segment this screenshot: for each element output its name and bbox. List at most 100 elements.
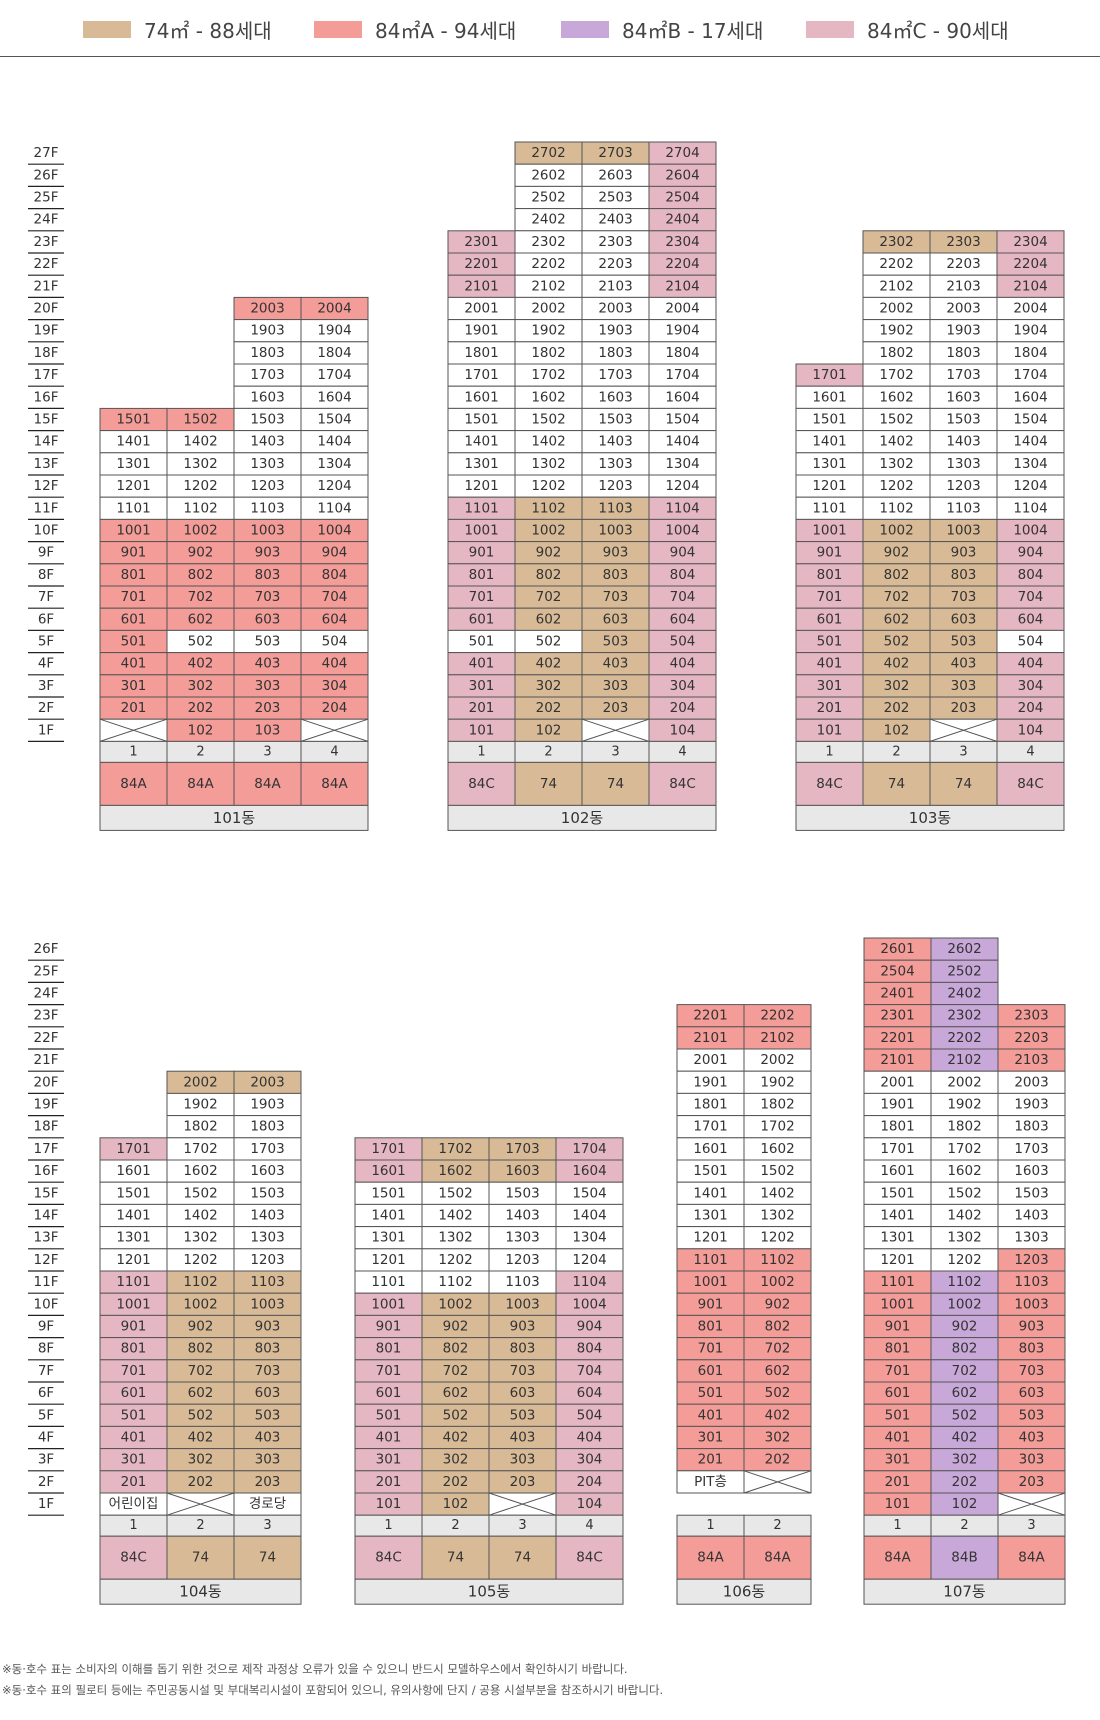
unit-number: 603 [255,1385,281,1401]
building-name: 106동 [723,1583,766,1601]
unit-number: 303 [255,678,281,694]
unit-number: 902 [188,1319,214,1335]
unit-number: 1602 [879,389,913,405]
unit-number: 703 [510,1363,536,1379]
unit-number: 1002 [438,1296,472,1312]
unit-number: 1401 [464,434,498,450]
unit-number: 1202 [438,1252,472,1268]
piloti-cross [488,1492,557,1516]
unit-number: 2602 [531,167,565,183]
unit-number: 201 [469,700,495,716]
unit-number: 1402 [438,1208,472,1224]
floor-label: 23F [34,1008,59,1024]
unit-type-label: 84A [187,776,214,792]
unit-number: 1401 [371,1208,405,1224]
unit-number: 603 [255,611,281,627]
unit-number: 1103 [250,1274,284,1290]
unit-number: 2101 [693,1030,727,1046]
unit-number: 1202 [879,478,913,494]
line-number: 2 [960,1518,968,1533]
unit-number: 2604 [665,167,699,183]
unit-number: 2303 [946,234,980,250]
piloti-cross [997,1492,1066,1516]
unit-number: 1902 [947,1097,981,1113]
unit-number: 1904 [1013,323,1047,339]
unit-number: 502 [884,634,910,650]
floor-label: 8F [38,1341,54,1357]
unit-number: 601 [885,1385,911,1401]
unit-number: 1803 [598,345,632,361]
unit-number: 902 [536,545,562,561]
unit-number: 702 [952,1363,978,1379]
unit-number: 503 [1019,1407,1045,1423]
unit-number: 1701 [464,367,498,383]
unit-number: 2004 [317,301,351,317]
unit-number: 1401 [880,1208,914,1224]
unit-number: 702 [188,1363,214,1379]
unit-number: 1403 [598,434,632,450]
footnote: ※동·호수 표는 소비자의 이해를 돕기 위한 것으로 제작 과정상 오류가 있… [2,1662,628,1676]
unit-number: 1203 [250,478,284,494]
unit-number: 204 [670,700,696,716]
building-name-cell [99,1578,302,1605]
unit-number: 1404 [572,1208,606,1224]
unit-number: 1203 [505,1252,539,1268]
unit-number: 901 [469,545,495,561]
unit-number: 301 [376,1452,402,1468]
unit-number: 1501 [116,412,150,428]
unit-type-label: 84C [375,1550,402,1566]
floor-label: 3F [38,678,54,694]
unit-number: 401 [817,656,843,672]
unit-number: 1303 [1014,1230,1048,1246]
floor-label: 19F [34,1097,59,1113]
unit-number: 902 [765,1296,791,1312]
unit-number: 302 [952,1452,978,1468]
floor-label: 10F [34,523,59,539]
unit-number: 1001 [880,1296,914,1312]
unit-number: 501 [885,1407,911,1423]
building-name: 101동 [213,809,256,827]
floor-label: 5F [38,634,54,650]
unit-number: 1403 [1014,1208,1048,1224]
unit-number: 703 [255,589,281,605]
unit-number: 1602 [531,389,565,405]
unit-number: 1501 [464,412,498,428]
unit-number: 203 [603,700,629,716]
unit-number: 602 [188,611,214,627]
unit-number: 1302 [438,1230,472,1246]
unit-number: 803 [255,1341,281,1357]
unit-number: 1002 [531,523,565,539]
unit-number: 304 [577,1452,603,1468]
unit-number: 303 [603,678,629,694]
unit-number: 2102 [879,278,913,294]
unit-number: 1302 [183,1230,217,1246]
unit-number: 1603 [505,1163,539,1179]
unit-number: 904 [577,1319,603,1335]
unit-number: 1101 [880,1274,914,1290]
floor-label: 13F [34,456,59,472]
unit-number: 1401 [693,1185,727,1201]
unit-number: 302 [536,678,562,694]
unit-number: 601 [121,611,147,627]
unit-number: 704 [670,589,696,605]
unit-number: 801 [121,567,147,583]
unit-number: 1102 [947,1274,981,1290]
unit-number: 1404 [1013,434,1047,450]
unit-number: 1402 [760,1185,794,1201]
unit-number: 1403 [946,434,980,450]
unit-number: 1902 [760,1074,794,1090]
unit-type-cell [930,1535,999,1580]
unit-number: 1401 [116,1208,150,1224]
unit-type-label: 84A [884,1550,911,1566]
unit-type-label: 74 [192,1550,209,1566]
unit-number: 803 [1019,1341,1045,1357]
unit-number: 1302 [947,1230,981,1246]
line-number: 3 [263,1518,271,1533]
unit-number: 1604 [317,389,351,405]
floor-label: 17F [34,367,59,383]
unit-number: 404 [577,1430,603,1446]
unit-number: 2003 [946,301,980,317]
unit-number: 401 [121,656,147,672]
unit-number: 1101 [693,1252,727,1268]
unit-number: 1203 [1014,1252,1048,1268]
